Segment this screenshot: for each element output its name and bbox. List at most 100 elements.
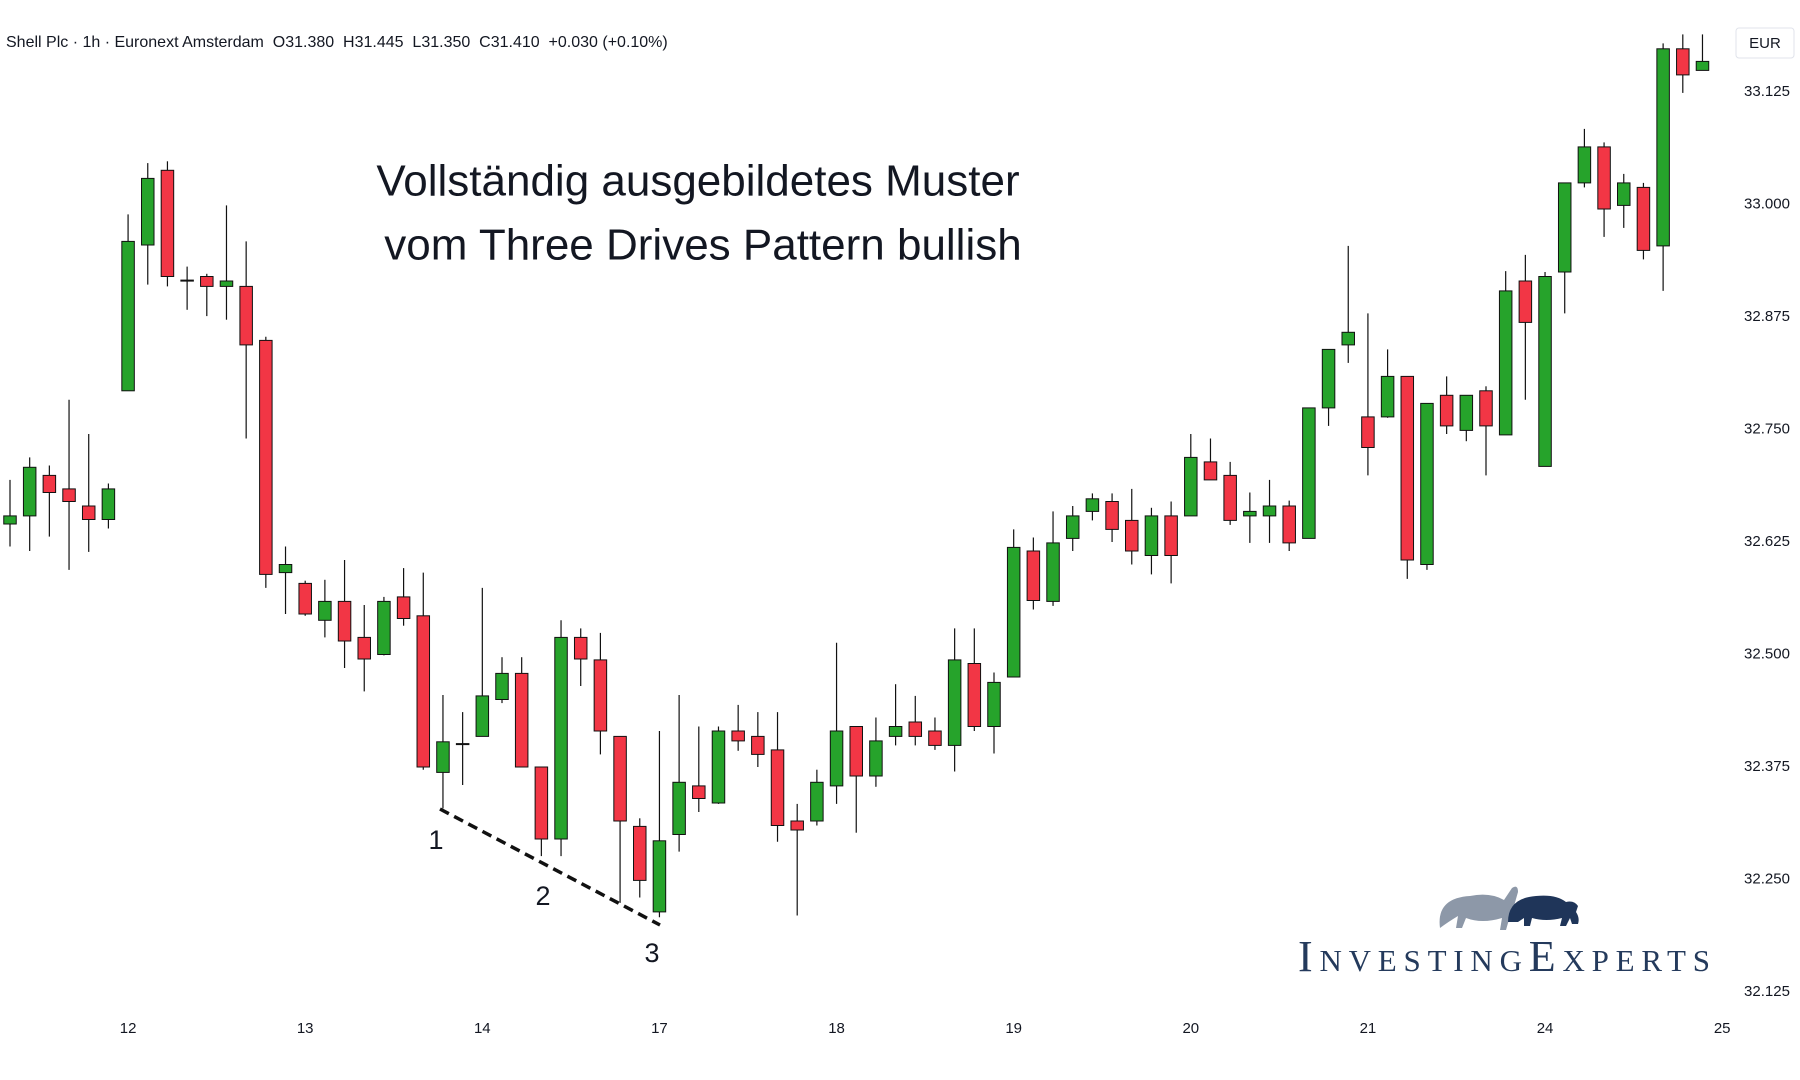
y-tick-label: 32.500 — [1744, 645, 1790, 662]
candle-body — [1636, 186, 1651, 251]
candle-body — [1046, 542, 1060, 602]
candle-body — [1361, 416, 1375, 448]
candle-body — [633, 825, 647, 881]
candle-body — [278, 564, 293, 574]
candle-body — [475, 695, 490, 737]
candle-body — [1695, 60, 1710, 71]
annotation-title: Vollständig ausgebildetes Muster — [376, 157, 1019, 206]
candle-body — [1203, 461, 1218, 481]
candle-body — [810, 781, 824, 822]
bull-icon — [1439, 886, 1519, 930]
candle-body — [1380, 375, 1395, 418]
x-tick-label: 18 — [828, 1020, 845, 1037]
candle-body — [692, 785, 706, 800]
candle-body — [731, 730, 745, 742]
y-tick-label: 32.625 — [1744, 533, 1790, 550]
candle-body — [613, 735, 627, 822]
y-tick-label: 32.125 — [1744, 983, 1790, 1000]
candle-body — [711, 730, 726, 804]
candle-body — [1144, 515, 1159, 557]
candle-body — [1479, 390, 1493, 427]
candle-body — [967, 663, 982, 727]
trend-line — [439, 807, 661, 927]
candle-body — [1065, 515, 1080, 539]
candle-body — [1243, 510, 1257, 517]
candle-body — [1262, 505, 1277, 517]
candle-body — [1302, 407, 1316, 539]
candle-body — [829, 730, 844, 787]
candle-body — [1085, 498, 1100, 512]
candle-body — [495, 672, 509, 701]
x-tick-label: 14 — [474, 1020, 491, 1037]
candle-body — [436, 741, 450, 773]
candle-body — [1420, 402, 1434, 565]
drive-label: 1 — [428, 825, 443, 855]
candle-body — [337, 600, 352, 642]
candle-body — [141, 177, 155, 246]
candle-body — [908, 721, 923, 737]
candle-body — [1400, 375, 1415, 561]
x-tick-label: 25 — [1714, 1020, 1731, 1037]
x-tick-label: 19 — [1005, 1020, 1022, 1037]
y-axis-label: EUR — [1749, 35, 1781, 52]
candle-body — [1518, 280, 1533, 323]
logo: InvestingExperts — [1298, 886, 1710, 989]
candle-body — [377, 600, 391, 656]
candle-body — [1006, 546, 1021, 678]
candle-body — [298, 582, 312, 615]
candle-body — [849, 726, 863, 777]
candle-body — [1439, 394, 1454, 427]
candle-body — [42, 474, 57, 493]
candle-body — [62, 488, 76, 502]
candle-body — [888, 726, 903, 737]
candle-body — [1026, 550, 1041, 601]
candle-body — [3, 515, 17, 525]
candle-body — [1184, 456, 1198, 517]
drive-label: 2 — [535, 881, 550, 911]
candle-body — [1498, 290, 1513, 436]
candle-body — [514, 672, 529, 768]
candle-body — [987, 681, 1001, 728]
candle-body — [1617, 182, 1631, 206]
candle-body — [219, 280, 234, 287]
candle-body — [751, 735, 765, 755]
candle-body — [928, 730, 942, 746]
candle-body — [22, 466, 37, 517]
candle-body — [869, 740, 883, 777]
candle-body — [1656, 48, 1670, 247]
candle-body — [1459, 394, 1474, 431]
candle-body — [1538, 276, 1552, 467]
x-tick-label: 21 — [1360, 1020, 1377, 1037]
candle-body — [396, 596, 411, 620]
x-tick-label: 20 — [1182, 1020, 1199, 1037]
candle-body — [455, 743, 470, 746]
header: Shell Plc · 1h · Euronext Amsterdam O31.… — [6, 34, 668, 51]
currency-box — [1735, 27, 1795, 59]
candle-body — [200, 276, 214, 287]
candle-body — [1223, 474, 1237, 521]
candle-body — [1282, 505, 1296, 544]
y-tick-label: 33.000 — [1744, 195, 1790, 212]
candle-body — [534, 766, 549, 840]
candle-body — [1164, 515, 1178, 557]
candle-body — [1577, 146, 1592, 184]
candle-body — [1341, 331, 1355, 346]
y-tick-label: 32.750 — [1744, 420, 1790, 437]
bear-icon — [1508, 895, 1579, 926]
y-tick-label: 32.250 — [1744, 870, 1790, 887]
candle-body — [121, 240, 135, 392]
candle-body — [770, 749, 785, 827]
candle-body — [790, 820, 804, 831]
y-tick-label: 33.125 — [1744, 83, 1790, 100]
candle-body — [947, 659, 962, 746]
candle-body — [1557, 182, 1572, 273]
candle-body — [101, 488, 116, 520]
candle-body — [1321, 348, 1336, 409]
annotation-title: vom Three Drives Pattern bullish — [384, 221, 1021, 270]
x-tick-label: 13 — [297, 1020, 314, 1037]
candle-body — [180, 279, 194, 282]
watermark: InvestingExperts — [1298, 932, 1710, 981]
y-tick-label: 32.875 — [1744, 308, 1790, 325]
candle-body — [259, 339, 273, 575]
